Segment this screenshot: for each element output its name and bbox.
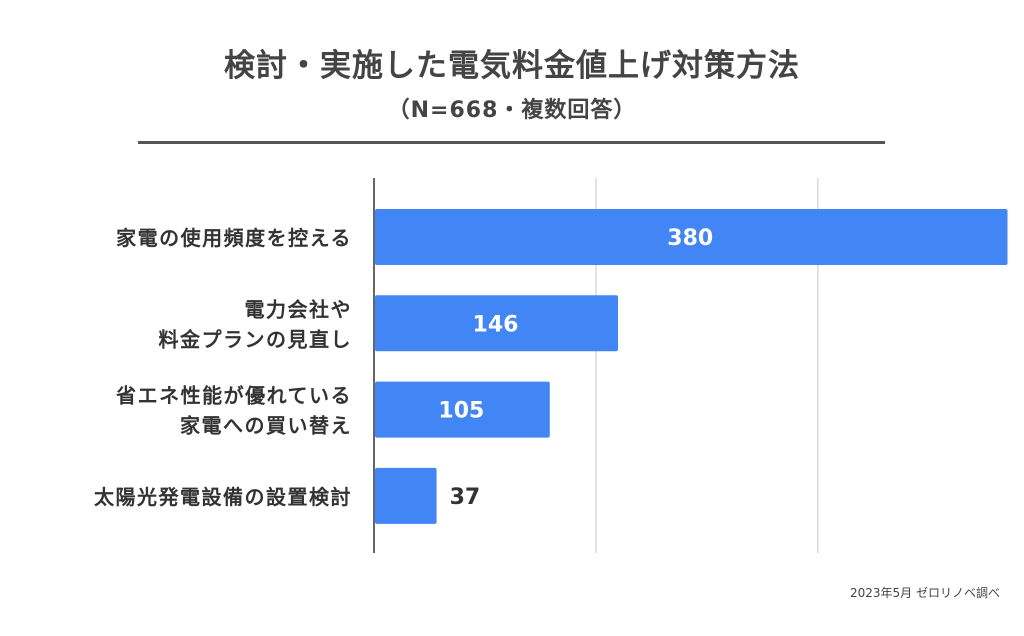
bar <box>375 381 550 438</box>
bar <box>375 295 619 352</box>
data-label: 146 <box>473 312 519 337</box>
title-divider <box>138 141 885 144</box>
data-label: 105 <box>438 399 484 424</box>
category-label: 省エネ性能が優れている <box>115 384 352 408</box>
bar <box>375 209 1008 265</box>
data-label: 380 <box>667 226 713 251</box>
category-label: 太陽光発電設備の設置検討 <box>94 485 352 509</box>
data-label: 37 <box>450 485 481 510</box>
category-label: 料金プランの見直し <box>159 327 353 351</box>
category-labels: 家電の使用頻度を控える電力会社や料金プランの見直し省エネ性能が優れている家電への… <box>94 226 353 509</box>
chart-subtitle: （N=668・複数回答） <box>387 98 637 123</box>
bar <box>375 467 437 524</box>
bars: 380 146 105 37 <box>375 209 1008 524</box>
category-label: 家電への買い替え <box>180 414 352 438</box>
category-label: 家電の使用頻度を控える <box>116 226 352 250</box>
source-note: 2023年5月 ゼロリノベ調べ <box>850 586 1000 600</box>
category-label: 電力会社や <box>245 297 353 321</box>
chart-title: 検討・実施した電気料金値上げ対策方法 <box>224 48 800 84</box>
